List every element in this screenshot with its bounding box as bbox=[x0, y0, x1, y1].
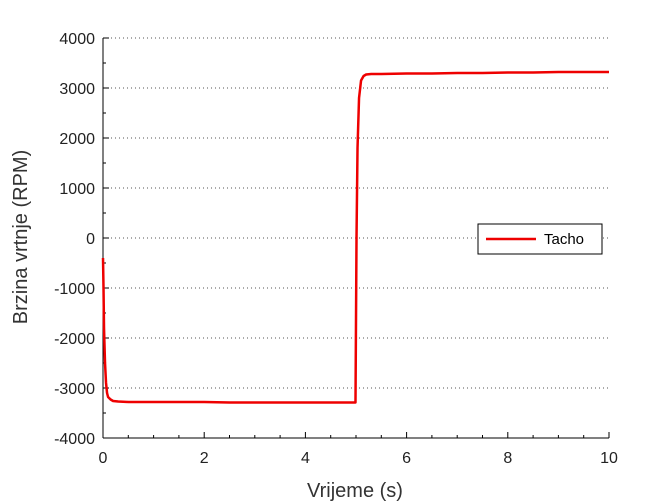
x-axis-label: Vrijeme (s) bbox=[307, 480, 403, 502]
legend-label: Tacho bbox=[544, 231, 584, 248]
y-tick-label: 1000 bbox=[59, 181, 95, 198]
x-tick-label: 2 bbox=[200, 450, 209, 467]
legend: Tacho bbox=[477, 223, 603, 255]
y-tick-label: 2000 bbox=[59, 131, 95, 148]
y-tick-label: 3000 bbox=[59, 81, 95, 98]
y-tick-label: -3000 bbox=[54, 381, 95, 398]
x-tick-label: 4 bbox=[301, 450, 310, 467]
y-tick-label: -1000 bbox=[54, 281, 95, 298]
y-tick-label: 0 bbox=[86, 231, 95, 248]
x-tick-label: 10 bbox=[600, 450, 618, 467]
y-tick-label: -2000 bbox=[54, 331, 95, 348]
ticks: -4000 -3000 -2000 -1000 0 1000 2000 3000 4000 0 2 4… bbox=[54, 31, 618, 467]
x-tick-label: 8 bbox=[503, 450, 512, 467]
series-line-0 bbox=[101, 70, 609, 404]
y-tick-label: -4000 bbox=[54, 431, 95, 448]
y-tick-label: 4000 bbox=[59, 31, 95, 48]
x-tick-label: 6 bbox=[402, 450, 411, 467]
y-axis-label: Brzina vrtnje (RPM) bbox=[10, 150, 32, 324]
x-tick-label: 0 bbox=[99, 450, 108, 467]
series-layer bbox=[101, 70, 609, 404]
